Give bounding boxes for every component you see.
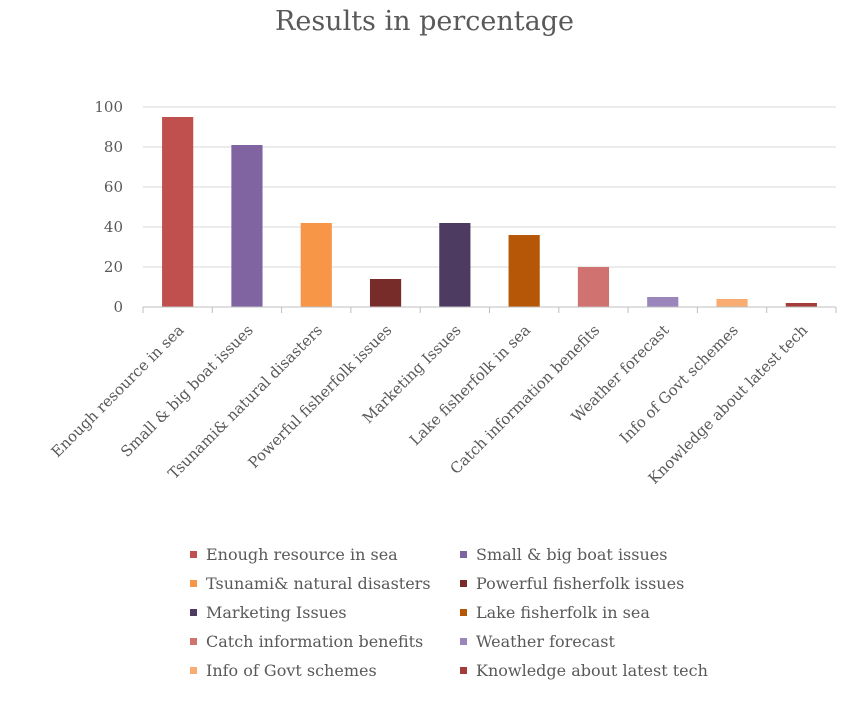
legend-label: Small & big boat issues	[476, 544, 668, 564]
y-tick-label: 60	[104, 178, 123, 196]
legend-swatch	[460, 637, 467, 645]
y-tick-label: 80	[104, 138, 123, 156]
legend-swatch	[190, 608, 197, 616]
legend-swatch	[190, 637, 197, 645]
bar	[716, 299, 748, 307]
x-tick-label: Small & big boat issues	[117, 321, 257, 461]
legend-label: Info of Govt schemes	[206, 660, 377, 680]
legend-label: Knowledge about latest tech	[476, 660, 708, 680]
y-tick-label: 20	[104, 258, 123, 276]
y-tick-label: 40	[104, 218, 123, 236]
legend-label: Marketing Issues	[206, 602, 347, 622]
legend-item: Small & big boat issues	[460, 544, 790, 564]
bar	[300, 223, 332, 307]
legend-swatch	[460, 666, 467, 674]
legend-swatch	[190, 666, 197, 674]
y-tick-label: 0	[113, 298, 123, 316]
legend: Enough resource in sea Small & big boat i…	[190, 544, 810, 680]
legend-item: Info of Govt schemes	[190, 660, 460, 680]
x-tick-label: Info of Govt schemes	[616, 321, 742, 447]
bar	[508, 235, 540, 307]
legend-label: Weather forecast	[476, 631, 615, 651]
x-tick-label: Enough resource in sea	[48, 321, 188, 461]
legend-label: Catch information benefits	[206, 631, 424, 651]
chart-title: Results in percentage	[275, 6, 574, 37]
legend-item: Weather forecast	[460, 631, 790, 651]
legend-swatch	[460, 608, 467, 616]
legend-item: Lake fisherfolk in sea	[460, 602, 790, 622]
bar	[231, 145, 263, 307]
legend-label: Enough resource in sea	[206, 544, 398, 564]
legend-swatch	[190, 579, 197, 587]
x-tick-label: Catch information benefits	[447, 321, 604, 478]
legend-swatch	[460, 579, 467, 587]
legend-item: Tsunami& natural disasters	[190, 573, 460, 593]
legend-label: Lake fisherfolk in sea	[476, 602, 650, 622]
legend-item: Enough resource in sea	[190, 544, 460, 564]
legend-swatch	[460, 550, 467, 558]
bar	[439, 223, 471, 307]
legend-item: Marketing Issues	[190, 602, 460, 622]
legend-label: Tsunami& natural disasters	[206, 573, 431, 593]
plot-area: 0 20 40 60 80 100 Enough resource in seaSmall …	[48, 98, 837, 488]
y-tick-label: 100	[94, 98, 123, 116]
legend-label: Powerful fisherfolk issues	[476, 573, 685, 593]
bar	[577, 267, 610, 307]
legend-item: Knowledge about latest tech	[460, 660, 790, 680]
bar	[369, 279, 402, 307]
x-tick-label: Lake fisherfolk in sea	[406, 321, 534, 449]
x-tick-label: Powerful fisherfolk issues	[245, 321, 396, 472]
bar	[647, 297, 679, 307]
bar	[162, 117, 194, 307]
bar	[785, 303, 817, 307]
legend-item: Catch information benefits	[190, 631, 460, 651]
legend-swatch	[190, 550, 197, 558]
legend-item: Powerful fisherfolk issues	[460, 573, 790, 593]
